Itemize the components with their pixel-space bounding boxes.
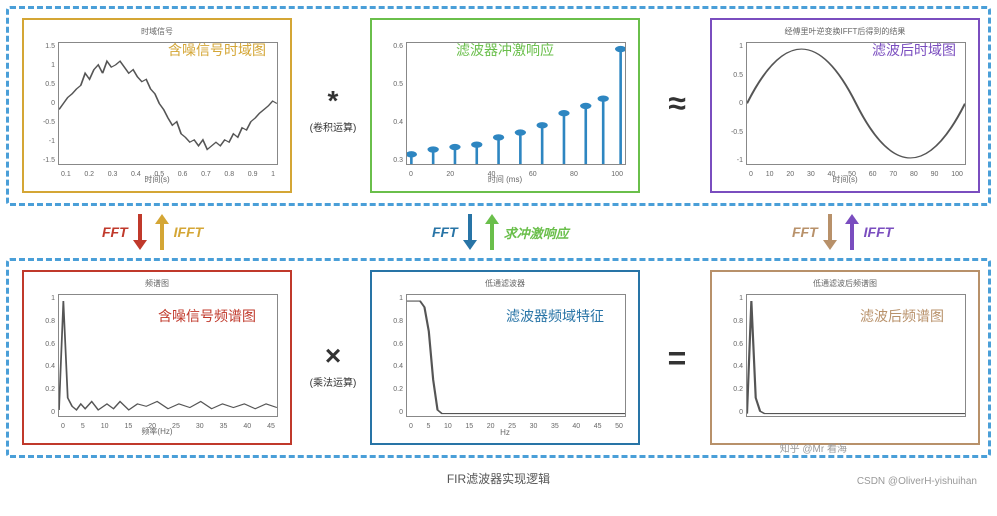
fft-label: FFT <box>792 224 818 240</box>
noisy-spectrum-panel: 频谱图 含噪信号频谱图 051015202530354045 10.80.60.… <box>22 270 292 445</box>
watermark-csdn: CSDN @OliverH-yishuihan <box>857 476 977 487</box>
fft-label: FFT <box>432 224 458 240</box>
impulse-label: 求冲激响应 <box>504 223 569 242</box>
up-arrow-icon <box>152 212 172 252</box>
diagram-container: 时域信号 含噪信号时域图 0.10.20.30.40.50.60.70.80.9… <box>2 2 995 462</box>
fft-label: FFT <box>102 224 128 240</box>
y-ticks: 0.60.50.40.3 <box>383 43 403 164</box>
op-label: (卷积运算) <box>298 119 368 134</box>
y-ticks: 1.510.50-0.5-1-1.5 <box>35 43 55 164</box>
overlay-label: 滤波后频谱图 <box>860 306 944 326</box>
op-symbol: × <box>298 342 368 370</box>
stem-chart <box>407 43 625 164</box>
overlay-label: 滤波器频域特征 <box>506 306 604 326</box>
y-ticks: 10.80.60.40.20 <box>35 295 55 416</box>
op-symbol: * <box>298 87 368 115</box>
x-label: 时间(s) <box>28 174 286 185</box>
x-label: 频率(Hz) <box>28 426 286 437</box>
overlay-label: 含噪信号频谱图 <box>158 306 256 326</box>
approx-operator: ≈ <box>642 87 712 123</box>
sine-chart <box>747 43 965 164</box>
ifft-label: IFFT <box>174 224 204 240</box>
multiply-operator: × (乘法运算) <box>298 342 368 389</box>
ifft-label: IFFT <box>864 224 894 240</box>
filtered-spectrum-panel: 低通滤波后频谱图 滤波后频谱图 10.80.60.40.20 <box>710 270 980 445</box>
op-symbol: ≈ <box>642 87 712 119</box>
overlay-label: 滤波器冲激响应 <box>456 40 554 60</box>
op-label: (乘法运算) <box>298 374 368 389</box>
plot-area: 020406080100 0.60.50.40.3 <box>406 42 626 165</box>
fft-arrows-3: FFT IFFT <box>792 212 893 252</box>
convolution-operator: * (卷积运算) <box>298 87 368 134</box>
op-symbol: = <box>642 342 712 374</box>
chart-title: 经傅里叶逆变换IFFT后得到的结果 <box>716 26 974 37</box>
chart-title: 低通滤波器 <box>376 278 634 289</box>
down-arrow-icon <box>820 212 840 252</box>
down-arrow-icon <box>130 212 150 252</box>
down-arrow-icon <box>460 212 480 252</box>
watermark-zhihu: 知乎 @Mr 看海 <box>780 440 847 455</box>
equals-operator: = <box>642 342 712 378</box>
plot-area: 0.10.20.30.40.50.60.70.80.91 1.510.50-0.… <box>58 42 278 165</box>
overlay-label: 含噪信号时域图 <box>168 40 266 60</box>
filtered-time-panel: 经傅里叶逆变换IFFT后得到的结果 滤波后时域图 010203040506070… <box>710 18 980 193</box>
fft-arrows-1: FFT IFFT <box>102 212 203 252</box>
filter-freq-panel: 低通滤波器 滤波器频域特征 05101520253035404550 10.80… <box>370 270 640 445</box>
x-label: 时间(s) <box>716 174 974 185</box>
overlay-label: 滤波后时域图 <box>872 40 956 60</box>
noisy-sine-chart <box>59 43 277 164</box>
y-ticks: 10.50-0.5-1 <box>723 43 743 164</box>
impulse-response-panel: 滤波器冲激响应 020406080100 0.60.50.40.3 时间 (ms… <box>370 18 640 193</box>
up-arrow-icon <box>842 212 862 252</box>
noisy-time-panel: 时域信号 含噪信号时域图 0.10.20.30.40.50.60.70.80.9… <box>22 18 292 193</box>
x-label: 时间 (ms) <box>376 174 634 185</box>
fft-arrows-2: FFT 求冲激响应 <box>432 212 569 252</box>
plot-area: 0102030405060708090100 10.50-0.5-1 <box>746 42 966 165</box>
x-label: Hz <box>376 428 634 437</box>
figure-caption: FIR滤波器实现逻辑 <box>0 470 997 487</box>
y-ticks: 10.80.60.40.20 <box>383 295 403 416</box>
chart-title: 时域信号 <box>28 26 286 37</box>
up-arrow-icon <box>482 212 502 252</box>
y-ticks: 10.80.60.40.20 <box>723 295 743 416</box>
chart-title: 频谱图 <box>28 278 286 289</box>
chart-title: 低通滤波后频谱图 <box>716 278 974 289</box>
